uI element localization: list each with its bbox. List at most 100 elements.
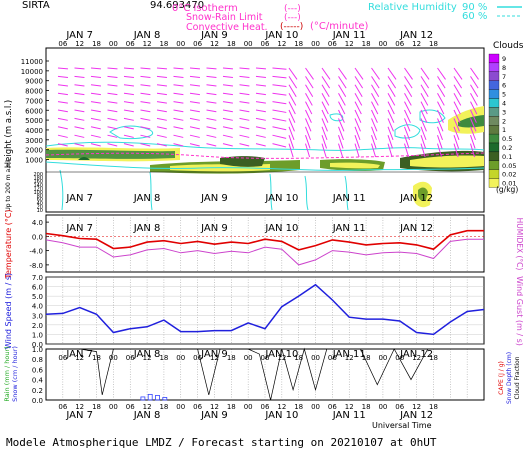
- wind-arrow: [156, 126, 167, 130]
- low-height-axis-title: Up to 200 m a.s.l.: [5, 158, 12, 211]
- bottom-hour-tick-label: 18: [159, 354, 168, 362]
- colorbar-swatch: [488, 53, 500, 64]
- footer-hour-tick-label: 18: [429, 403, 438, 411]
- bottom-hour-tick-label: 06: [58, 354, 67, 362]
- wind-arrow: [437, 118, 444, 132]
- precip-panel: 1.0 0.8 0.6 0.4 0.2 0.0: [32, 346, 484, 405]
- wind-arrow: [470, 101, 478, 115]
- wind-arrow: [288, 67, 298, 80]
- wind-arrow: [321, 126, 328, 141]
- top-hour-tick-label: 00: [176, 40, 185, 48]
- wind-arrow: [189, 117, 200, 121]
- wind-arrow: [189, 75, 200, 78]
- wind-arrow: [272, 67, 287, 70]
- precip-tick-label: 0.0: [32, 397, 43, 405]
- wind-arrow: [338, 101, 346, 115]
- wind-arrow: [222, 109, 233, 113]
- wind-arrow: [437, 84, 446, 98]
- station-coords: 94.693470: [150, 0, 204, 11]
- snow-rain-label: Snow-Rain Limit: [186, 12, 263, 23]
- wind-arrow: [206, 84, 217, 87]
- rain-axis-title: Rain (mm / hour): [3, 346, 11, 401]
- wind-arrow: [404, 84, 413, 98]
- footer-hour-tick-label: 00: [378, 403, 387, 411]
- top-hour-tick-label: 18: [159, 40, 168, 48]
- wind-arrow: [255, 134, 266, 138]
- wind-arrow: [206, 67, 217, 70]
- bottom-hour-tick-label: 00: [311, 354, 320, 362]
- wind-tick-label: 0.0: [32, 341, 43, 349]
- wind-arrow: [239, 134, 250, 138]
- wind-arrow: [470, 92, 478, 106]
- wind-arrow: [371, 126, 377, 141]
- bottom-hour-tick-label: 18: [362, 354, 371, 362]
- top-hour-tick-label: 18: [294, 40, 303, 48]
- wind-arrow: [107, 67, 118, 70]
- wind-arrow: [288, 135, 295, 149]
- wind-arrow: [354, 118, 361, 132]
- precip-day-label: JAN 10: [264, 349, 298, 360]
- wind-arrow: [90, 92, 101, 96]
- wind-speed-line: [45, 283, 485, 336]
- wind-arrow: [272, 75, 287, 79]
- precip-tick-label: 0.8: [32, 356, 43, 364]
- footer-hour-tick-label: 06: [126, 403, 135, 411]
- footer-day-label: JAN 9: [200, 410, 228, 421]
- wind-arrow: [222, 75, 233, 78]
- top-day-label: JAN 12: [399, 30, 433, 41]
- snow-legend: (---): [284, 13, 301, 23]
- wind-arrow: [272, 126, 287, 131]
- top-hour-tick-label: 06: [395, 40, 404, 48]
- wind-arrow: [437, 101, 445, 115]
- rain-bar: [162, 397, 168, 401]
- temp-day-label: JAN 7: [65, 223, 93, 234]
- wind-arrow: [123, 84, 134, 87]
- colorbar-swatch: [488, 151, 500, 161]
- wind-arrow: [453, 101, 461, 115]
- bottom-hour-tick-label: 12: [277, 354, 286, 362]
- wind-arrow: [222, 126, 233, 130]
- temp-day-label: JAN 9: [200, 223, 228, 234]
- wind-arrow: [239, 101, 250, 104]
- bottom-hour-tick-label: 00: [176, 354, 185, 362]
- wind-arrow: [338, 135, 344, 149]
- wind-arrow: [140, 101, 151, 104]
- bottom-hour-tick-label: 18: [92, 354, 101, 362]
- convective-label: Convective Heat.: [186, 22, 268, 33]
- wind-arrow: [107, 109, 118, 113]
- colorbar-tick-label: 0.01: [502, 180, 516, 188]
- colorbar-swatch: [488, 89, 500, 99]
- footer-hour-tick-label: 12: [143, 403, 152, 411]
- colorbar-tick-label: 3: [502, 108, 506, 116]
- wind-arrow: [156, 143, 167, 147]
- wind-arrow: [420, 118, 427, 132]
- wind-arrow: [156, 101, 167, 104]
- footer-day-label: JAN 7: [65, 410, 93, 421]
- wind-arrow: [371, 84, 380, 98]
- wind-arrow: [57, 84, 68, 87]
- wind-arrow: [123, 67, 135, 70]
- footer-hour-tick-label: 00: [311, 403, 320, 411]
- wind-arrow: [74, 134, 85, 138]
- wind-arrow: [222, 143, 233, 147]
- snow-axis-title: Snow (cm / hour): [11, 346, 19, 402]
- wind-arrow: [272, 134, 287, 139]
- wind-arrow: [189, 126, 200, 130]
- wind-arrow: [305, 143, 311, 158]
- wind-arrow: [90, 75, 101, 78]
- wind-arrow: [305, 118, 312, 132]
- wind-arrow: [354, 84, 363, 98]
- low-height-tick-label: 160: [33, 179, 43, 185]
- wind-arrow: [90, 117, 101, 121]
- temp-tick-label: 4.0: [32, 219, 43, 227]
- wind-arrow: [420, 84, 429, 98]
- footer-hour-tick-label: 06: [58, 403, 67, 411]
- colorbar-tick-label: 8: [502, 64, 506, 72]
- temp-day-label: JAN 12: [399, 223, 433, 234]
- wind-arrow: [453, 126, 460, 141]
- footer-hour-tick-label: 06: [328, 403, 337, 411]
- wind-arrow: [387, 135, 394, 149]
- wind-arrow: [255, 117, 266, 121]
- top-hour-tick-label: 00: [378, 40, 387, 48]
